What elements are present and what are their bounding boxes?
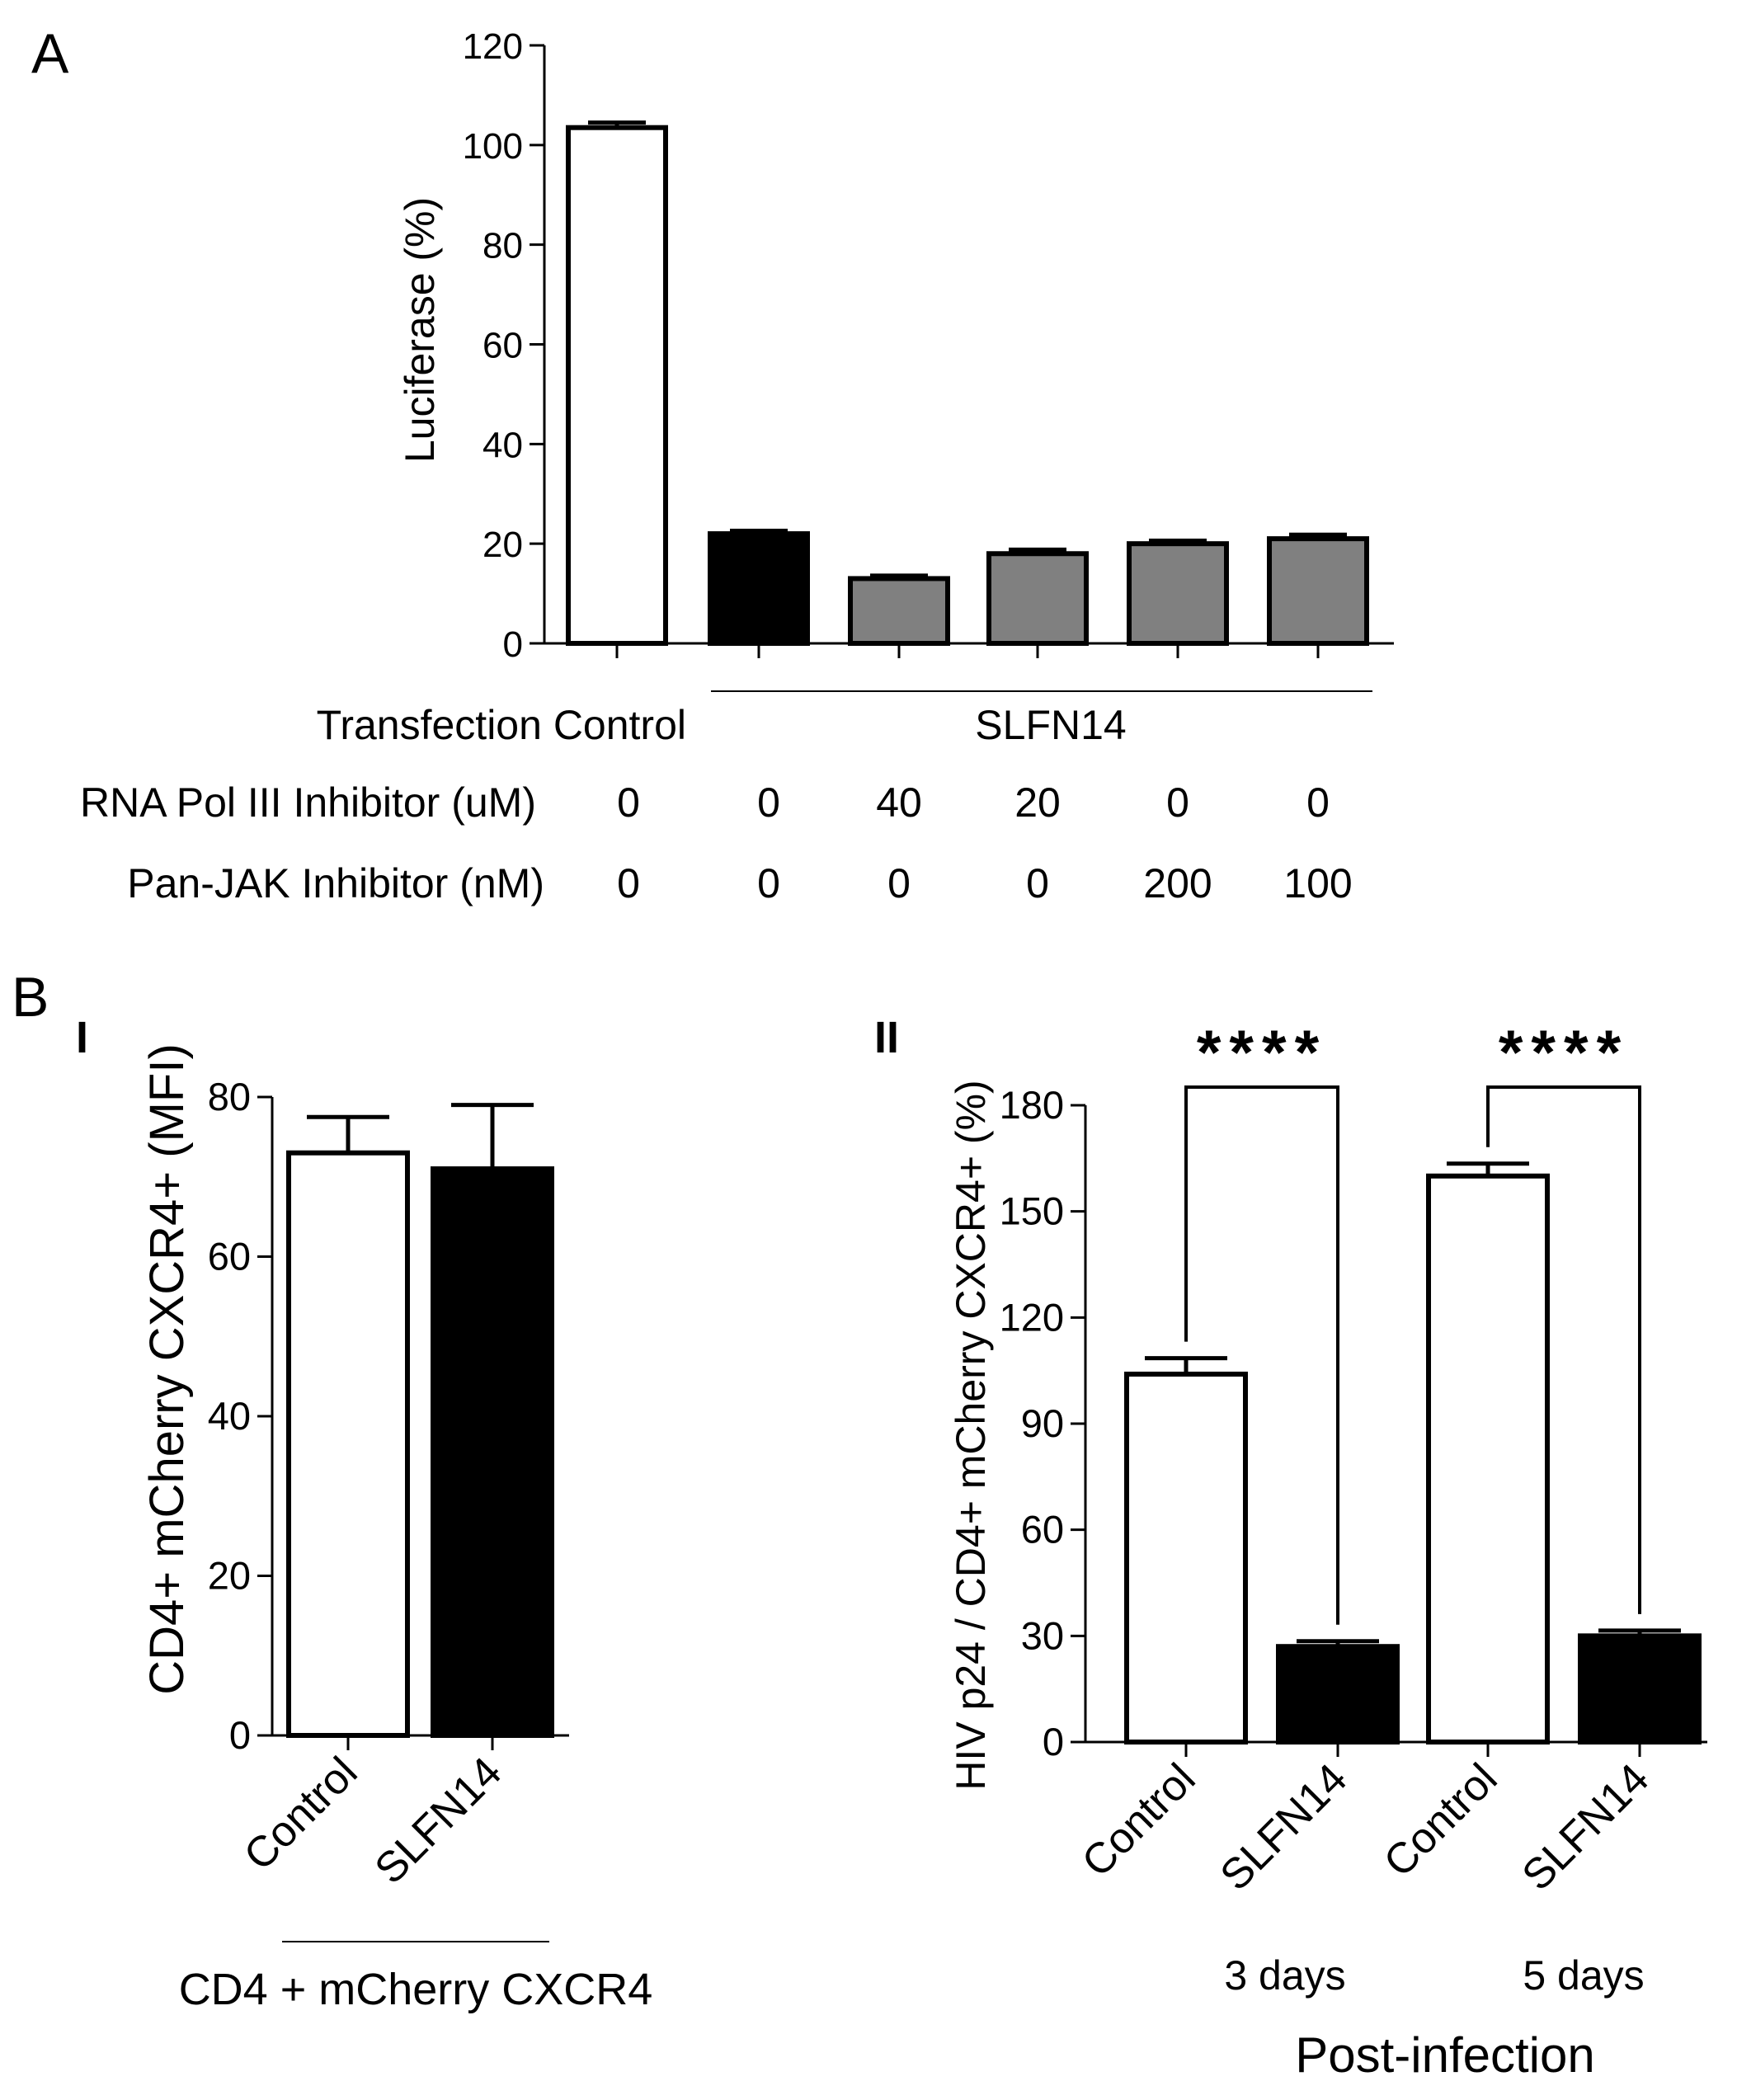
chart-a-condition-value: 0 — [617, 779, 640, 826]
chart-a-y-tick-label: 0 — [503, 624, 523, 665]
chart-a-y-tick-label: 100 — [463, 126, 523, 167]
chart-b-i-y-tick-label: 0 — [229, 1713, 251, 1757]
chart-b-ii-bar — [1578, 1633, 1702, 1745]
chart-a-condition-value: 0 — [1306, 779, 1330, 826]
chart-a-condition-value: 0 — [887, 860, 911, 906]
chart-b-ii-bar — [1276, 1644, 1400, 1745]
chart-b-ii-y-tick-label: 0 — [1043, 1720, 1064, 1763]
chart-b-ii-category-label: Control — [1073, 1754, 1205, 1886]
chart-b-i-y-tick-label: 20 — [208, 1554, 251, 1598]
chart-b-ii-bar — [1426, 1173, 1550, 1745]
chart-b-ii-category-label: Control — [1375, 1754, 1507, 1886]
chart-b-ii-y-tick-label: 150 — [1000, 1189, 1064, 1233]
chart-b-ii-category-label: SLFN14 — [1212, 1754, 1357, 1900]
chart-a: 0 20 40 60 80 100 120 Luciferase (%) Transfect… — [80, 26, 1394, 906]
chart-b-ii-y-tick-label: 60 — [1021, 1508, 1064, 1551]
chart-a-bar — [566, 125, 668, 646]
chart-a-condition-value: 0 — [617, 860, 640, 906]
chart-a-condition-value: 200 — [1143, 860, 1212, 906]
chart-a-condition-value: 100 — [1283, 860, 1352, 906]
chart-b-ii-bar — [1124, 1371, 1248, 1745]
chart-a-bar — [1127, 541, 1229, 647]
chart-b-ii-y-tick-label: 180 — [1000, 1083, 1064, 1127]
chart-b-i-marks: 0 20 40 60 80 Control SLFN14 — [208, 1075, 569, 1893]
subpanel-label-i: I — [76, 1013, 88, 1062]
chart-a-bar — [708, 531, 810, 646]
chart-a-bar — [1267, 536, 1369, 646]
chart-a-marks: 0 20 40 60 80 100 120 — [463, 26, 1394, 665]
chart-b-i-category-label: SLFN14 — [366, 1748, 511, 1893]
chart-b-ii-significance-label: **** — [1197, 1018, 1327, 1088]
chart-a-y-tick-label: 80 — [482, 226, 523, 266]
chart-a-group-label-slfn14: SLFN14 — [975, 702, 1126, 748]
chart-b-ii-x-label: Post-infection — [1295, 2027, 1595, 2083]
chart-a-condition-value: 0 — [757, 779, 780, 826]
chart-b-ii-significance-label: **** — [1499, 1018, 1629, 1088]
chart-b-i-y-tick-label: 80 — [208, 1075, 251, 1118]
chart-a-condition-value: 20 — [1014, 779, 1061, 826]
chart-b-i-bar — [286, 1150, 410, 1738]
chart-b-ii-group-label-5days: 5 days — [1523, 1952, 1644, 1999]
chart-a-condition-label-rna-pol: RNA Pol III Inhibitor (uM) — [80, 779, 536, 826]
chart-b-ii-y-tick-label: 120 — [1000, 1295, 1064, 1339]
chart-a-bar — [986, 551, 1089, 646]
chart-a-condition-values: 0 0 40 20 0 00 0 0 0 200 100 — [617, 779, 1353, 906]
chart-a-y-tick-label: 120 — [463, 26, 523, 67]
chart-a-y-label: Luciferase (%) — [397, 197, 443, 463]
chart-b-i-y-tick-label: 40 — [208, 1394, 251, 1438]
chart-b-i-group-label: CD4 + mCherry CXCR4 — [179, 1965, 653, 2014]
chart-b-i-category-label: Control — [235, 1748, 367, 1880]
chart-a-group-label-control: Transfection Control — [317, 702, 686, 748]
chart-a-condition-value: 0 — [1166, 779, 1189, 826]
chart-b-i-y-tick-label: 60 — [208, 1235, 251, 1278]
chart-b-ii-y-label: HIV p24 / CD4+ mCherry CXCR4+ (%) — [948, 1080, 994, 1790]
chart-a-condition-label-jak: Pan-JAK Inhibitor (nM) — [127, 860, 544, 906]
chart-a-bar — [848, 576, 950, 646]
chart-a-condition-value: 0 — [1026, 860, 1049, 906]
chart-a-y-tick-label: 40 — [482, 425, 523, 465]
chart-b-ii-significance-bracket — [1184, 1085, 1339, 1625]
chart-b-ii-y-tick-label: 30 — [1021, 1613, 1064, 1657]
panel-label-a: A — [31, 22, 69, 85]
chart-b-ii-y-tick-label: 90 — [1021, 1401, 1064, 1445]
panel-label-b: B — [12, 966, 49, 1029]
chart-b-i: 0 20 40 60 80 Control SLFN14 CD4+ mCherry CXCR… — [140, 1043, 652, 2014]
chart-b-ii-group-label-3days: 3 days — [1224, 1952, 1345, 1999]
chart-a-condition-value: 0 — [757, 860, 780, 906]
chart-a-condition-value: 40 — [876, 779, 922, 826]
chart-b-ii-significance-bracket — [1486, 1085, 1641, 1614]
chart-a-y-tick-label: 60 — [482, 326, 523, 366]
chart-b-i-y-label: CD4+ mCherry CXCR4+ (MFI) — [140, 1043, 194, 1695]
chart-b-ii-category-label: SLFN14 — [1513, 1754, 1659, 1900]
chart-a-y-tick-label: 20 — [482, 525, 523, 565]
chart-b-i-bar — [431, 1166, 554, 1738]
subpanel-label-ii: II — [874, 1013, 899, 1062]
